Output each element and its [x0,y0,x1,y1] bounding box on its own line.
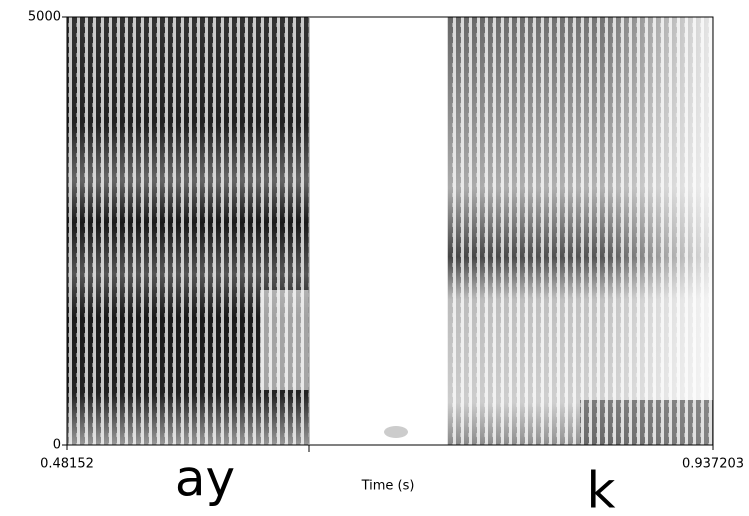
x-tick-label: 0.48152 [40,457,94,472]
y-tick-label: 0 [53,438,61,453]
segment-label: ay [175,450,235,508]
x-axis-label: Time (s) [361,479,415,494]
spectrogram-image [67,17,713,445]
y-tick-label: 5000 [28,10,61,25]
x-tick-label: 0.937203 [682,457,744,472]
segment-label: k [587,462,616,516]
plot-frame [66,16,714,446]
